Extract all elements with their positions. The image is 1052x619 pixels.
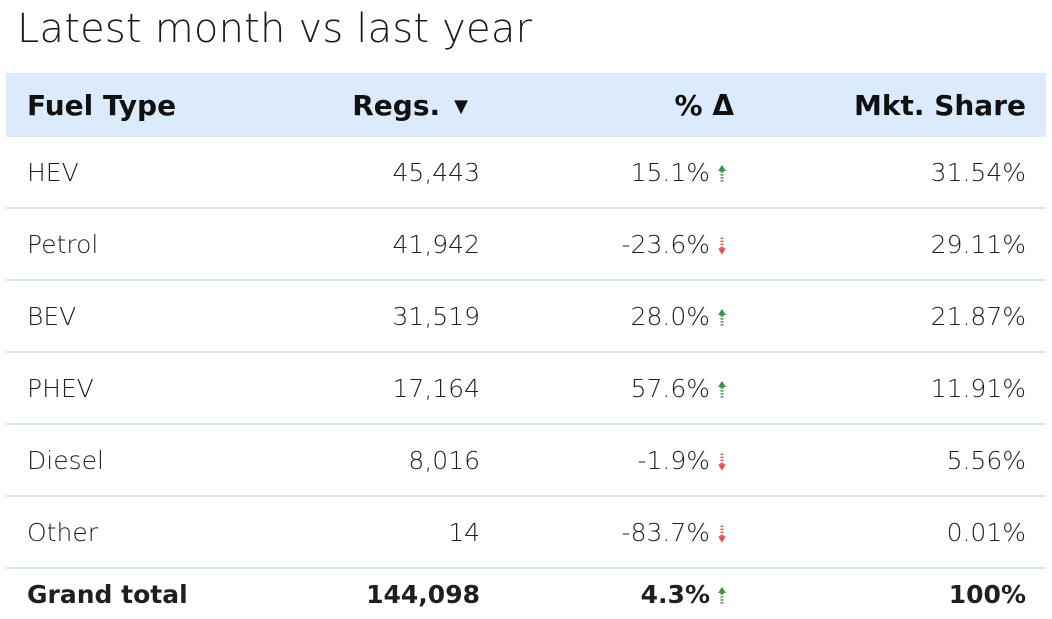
pct-delta-value: 28.0% <box>630 301 710 331</box>
mkt-share-cell: 0.01% <box>946 517 1026 547</box>
table-row: PHEV 17,164 57.6% 11.91% <box>6 353 1046 425</box>
pct-delta-value: 57.6% <box>630 373 710 403</box>
pct-delta-cell: 57.6% <box>631 353 726 423</box>
header-mkt-share[interactable]: Mkt. Share <box>853 88 1026 122</box>
arrow-up-icon <box>718 587 726 604</box>
sort-down-triangle-icon[interactable]: ▼ <box>454 95 468 117</box>
mkt-share-cell: 21.87% <box>930 301 1026 331</box>
arrow-down-icon <box>718 525 726 543</box>
fuel-type-cell: Petrol <box>27 229 99 259</box>
pct-delta-value: -83.7% <box>621 517 710 547</box>
pct-delta-value: -23.6% <box>621 229 710 259</box>
pct-delta-value: -1.9% <box>637 445 710 475</box>
table-row: BEV 31,519 28.0% 21.87% <box>6 281 1046 353</box>
fuel-type-cell: BEV <box>27 301 77 331</box>
fuel-type-cell: Diesel <box>27 445 104 475</box>
arrow-down-icon <box>718 453 726 471</box>
pct-delta-cell: -23.6% <box>622 209 726 279</box>
grand-total-row: Grand total 144,098 4.3% 100% <box>6 569 1046 619</box>
table-header-row: Fuel Type Regs. ▼ % Δ Mkt. Share <box>6 73 1046 137</box>
mkt-share-cell: 29.11% <box>930 229 1026 259</box>
arrow-up-icon <box>718 165 726 182</box>
fuel-type-cell: PHEV <box>27 373 94 403</box>
fuel-type-cell: Grand total <box>27 579 188 609</box>
mkt-share-cell: 11.91% <box>930 373 1026 403</box>
pct-delta-cell: -1.9% <box>637 425 726 495</box>
regs-cell: 31,519 <box>392 301 480 331</box>
pct-delta-cell: -83.7% <box>622 497 726 567</box>
chart-title: Latest month vs last year <box>17 6 533 52</box>
pct-delta-cell: 28.0% <box>631 281 726 351</box>
pct-delta-value: 15.1% <box>630 157 710 187</box>
table-row: Petrol 41,942 -23.6% 29.11% <box>6 209 1046 281</box>
table-row: Diesel 8,016 -1.9% 5.56% <box>6 425 1046 497</box>
fuel-type-cell: HEV <box>27 157 79 187</box>
mkt-share-cell: 31.54% <box>930 157 1026 187</box>
arrow-up-icon <box>718 309 726 326</box>
regs-cell: 45,443 <box>392 157 480 187</box>
table-row: HEV 45,443 15.1% 31.54% <box>6 137 1046 209</box>
regs-cell: 144,098 <box>366 579 480 609</box>
arrow-up-icon <box>718 381 726 398</box>
pct-delta-cell: 4.3% <box>641 569 726 619</box>
arrow-down-icon <box>718 237 726 255</box>
mkt-share-cell: 5.56% <box>946 445 1026 475</box>
header-pct-delta[interactable]: % Δ <box>674 88 734 122</box>
table-body: HEV 45,443 15.1% 31.54% Petrol 41,942 -23.6% 29… <box>6 137 1046 619</box>
fuel-type-cell: Other <box>27 517 98 547</box>
data-table: Fuel Type Regs. ▼ % Δ Mkt. Share HEV 45,4… <box>6 73 1046 619</box>
regs-cell: 17,164 <box>392 373 480 403</box>
table-row: Other 14 -83.7% 0.01% <box>6 497 1046 569</box>
mkt-share-cell: 100% <box>948 579 1026 609</box>
header-fuel-type[interactable]: Fuel Type <box>27 88 177 122</box>
regs-cell: 41,942 <box>392 229 480 259</box>
pct-delta-value: 4.3% <box>640 579 710 609</box>
pct-delta-cell: 15.1% <box>631 137 726 207</box>
regs-cell: 14 <box>448 517 480 547</box>
regs-cell: 8,016 <box>408 445 480 475</box>
header-regs-label: Regs. <box>352 88 441 122</box>
header-regs[interactable]: Regs. ▼ <box>352 73 468 137</box>
